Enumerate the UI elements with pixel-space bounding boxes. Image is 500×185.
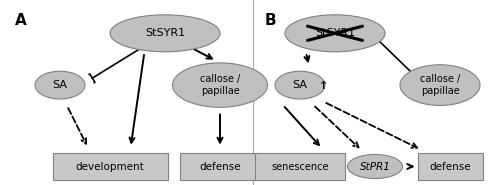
Text: StSYR1: StSYR1 <box>145 28 185 38</box>
Text: StSYR1: StSYR1 <box>315 28 355 38</box>
Text: ↑: ↑ <box>318 81 328 91</box>
Text: A: A <box>15 13 27 28</box>
Text: defense: defense <box>199 162 241 171</box>
FancyBboxPatch shape <box>255 153 345 180</box>
Ellipse shape <box>348 154 403 179</box>
Ellipse shape <box>400 65 480 105</box>
Text: B: B <box>265 13 276 28</box>
Text: development: development <box>76 162 144 171</box>
Ellipse shape <box>35 71 85 99</box>
Ellipse shape <box>285 15 385 52</box>
Ellipse shape <box>110 15 220 52</box>
Text: defense: defense <box>429 162 471 171</box>
Text: SA: SA <box>52 80 68 90</box>
FancyBboxPatch shape <box>52 153 168 180</box>
Text: callose /
papillae: callose / papillae <box>200 74 240 96</box>
Text: StPR1: StPR1 <box>360 162 390 171</box>
FancyBboxPatch shape <box>180 153 260 180</box>
Ellipse shape <box>172 63 268 107</box>
Text: senescence: senescence <box>271 162 329 171</box>
FancyBboxPatch shape <box>418 153 482 180</box>
Text: SA: SA <box>292 80 308 90</box>
Text: callose /
papillae: callose / papillae <box>420 74 460 96</box>
Ellipse shape <box>275 71 325 99</box>
